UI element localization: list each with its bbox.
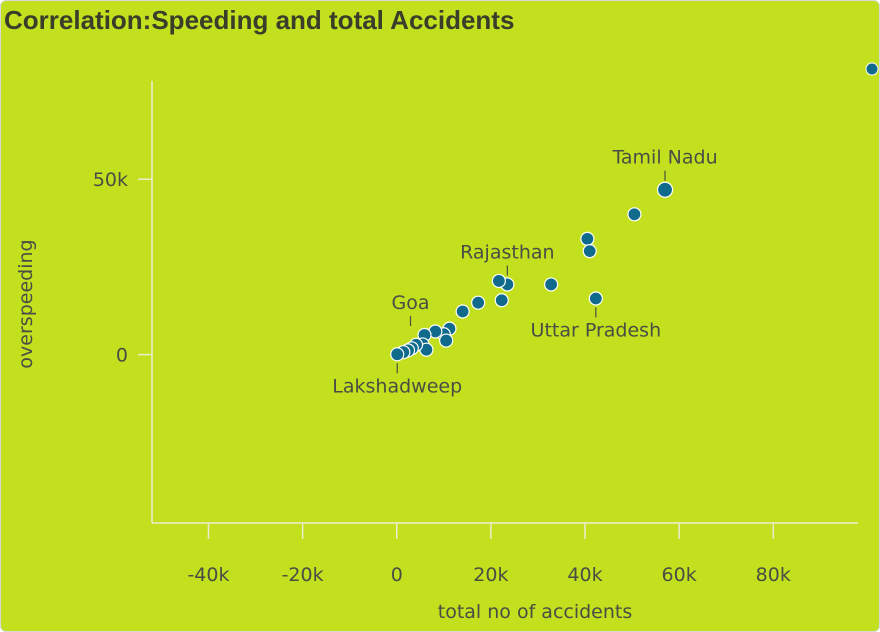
data-point xyxy=(471,295,486,310)
data-point xyxy=(439,333,454,348)
x-axis-title: total no of accidents xyxy=(438,601,633,623)
data-point xyxy=(491,273,506,289)
point-label: Tamil Nadu xyxy=(611,147,717,169)
data-point xyxy=(544,277,559,292)
data-point xyxy=(588,291,603,306)
point-label: Lakshadweep xyxy=(332,375,462,397)
data-point xyxy=(455,304,470,319)
data-point xyxy=(494,293,509,308)
point-label: Goa xyxy=(392,292,430,314)
data-point xyxy=(582,244,597,259)
y-tick-label: 0 xyxy=(116,345,128,367)
point-label: Uttar Pradesh xyxy=(531,319,662,341)
data-point xyxy=(656,181,674,198)
x-tick-label: 80k xyxy=(756,564,791,586)
x-tick-label: 20k xyxy=(473,564,508,586)
x-tick-label: -20k xyxy=(282,564,324,586)
x-tick-label: 0 xyxy=(391,564,403,586)
data-point xyxy=(627,207,642,222)
y-axis-title: overspeeding xyxy=(15,239,37,368)
chart-title: Correlation:Speeding and total Accidents xyxy=(4,5,515,35)
data-point xyxy=(580,231,595,246)
point-label: Rajasthan xyxy=(460,241,554,263)
x-tick-label: 60k xyxy=(662,564,697,586)
data-point xyxy=(390,347,405,362)
x-tick-label: -40k xyxy=(187,564,229,586)
x-tick-label: 40k xyxy=(567,564,602,586)
y-tick-label: 50k xyxy=(93,169,128,191)
data-point xyxy=(865,62,879,76)
